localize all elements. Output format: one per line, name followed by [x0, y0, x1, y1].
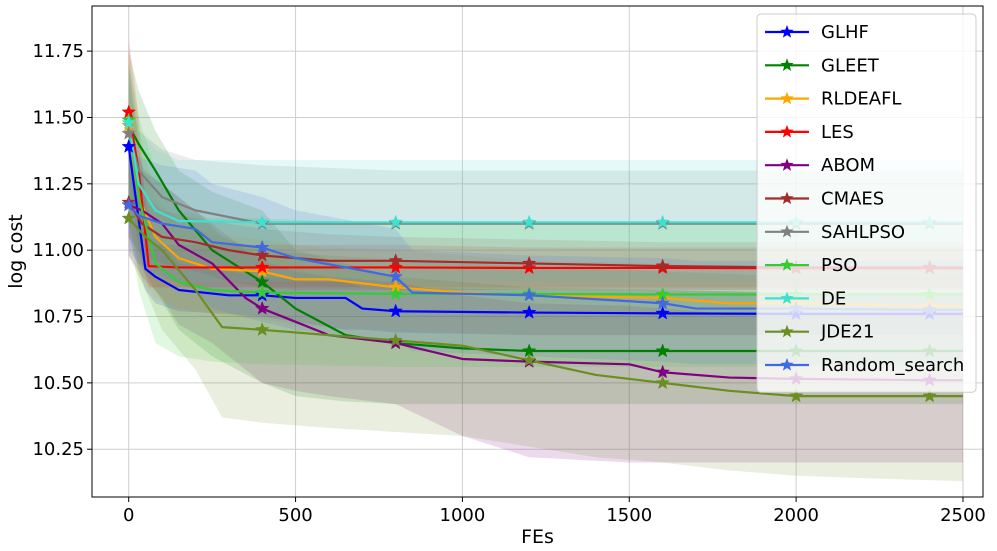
data-point [254, 300, 270, 315]
legend-star-marker [780, 258, 794, 271]
legend-label: CMAES [821, 189, 884, 210]
legend-label: GLHF [821, 22, 869, 43]
y-tick-label: 11.25 [32, 174, 84, 195]
data-point [521, 352, 537, 367]
series-line-abom [128, 204, 963, 382]
x-tick-label: 0 [123, 505, 134, 526]
data-point [521, 304, 537, 319]
band-abom [128, 157, 963, 463]
legend-label: JDE21 [820, 322, 874, 343]
legend-star-marker [780, 358, 794, 371]
band-pso [128, 64, 963, 367]
band-rldeafl [128, 51, 963, 336]
legend-star-marker [780, 58, 794, 71]
x-tick-label: 1500 [606, 505, 652, 526]
x-axis-ticks: 0 500 1000 1500 2000 2500 [123, 497, 986, 526]
data-point [254, 263, 270, 278]
x-tick-label: 2500 [940, 505, 986, 526]
data-point [521, 255, 537, 270]
data-point [121, 125, 137, 140]
legend-label: RLDEAFL [821, 89, 901, 110]
data-point [655, 375, 670, 390]
band-sahlpso [128, 85, 963, 290]
data-point [655, 214, 670, 229]
legend-label: GLEET [821, 55, 880, 76]
data-point [788, 388, 804, 403]
y-tick-label: 10.75 [32, 307, 84, 328]
series-line-gleet [127, 124, 963, 353]
y-tick-label: 10.25 [32, 439, 84, 460]
data-point [121, 138, 137, 153]
data-point [922, 388, 937, 403]
data-point [388, 253, 404, 268]
legend-label: SAHLPSO [821, 222, 905, 243]
legend-star-marker [780, 291, 794, 305]
plot-frame [91, 5, 984, 498]
data-point [388, 303, 404, 318]
legend-star-marker [780, 25, 794, 38]
data-point [254, 214, 270, 229]
data-point [388, 286, 404, 301]
legend-label: Random_search [821, 355, 964, 376]
band-de [128, 64, 963, 283]
legend-star-marker [780, 124, 794, 138]
legend-star-marker [780, 224, 794, 238]
x-axis-label: FEs [521, 526, 554, 548]
x-tick-label: 2000 [773, 505, 819, 526]
data-point [521, 287, 537, 302]
data-point [388, 268, 404, 283]
data-point [388, 214, 404, 229]
data-point [121, 197, 137, 212]
data-point [254, 284, 270, 299]
band-gleet [128, 51, 963, 405]
data-point [521, 260, 537, 275]
legend-box [756, 13, 977, 393]
data-point [254, 259, 270, 274]
data-point [254, 322, 270, 337]
data-point [655, 258, 670, 273]
data-point [655, 305, 670, 320]
legend-label: PSO [821, 255, 857, 276]
x-tick-label: 500 [278, 505, 312, 526]
legend-star-marker [780, 191, 794, 205]
y-tick-label: 11.00 [32, 240, 84, 261]
y-tick-label: 11.75 [32, 41, 84, 62]
legend: GLHF GLEET RLDEAFL LES ABOM CMAES SAHLPSO PSO DE… [756, 13, 977, 393]
legend-label: LES [821, 122, 854, 143]
legend-label: ABOM [821, 155, 875, 176]
y-axis-ticks: 10.25 10.50 10.75 11.00 11.25 11.50 11.75 [32, 41, 92, 460]
data-point [388, 332, 404, 347]
data-point [521, 214, 537, 229]
legend-star-marker [780, 324, 794, 338]
data-point [121, 210, 137, 225]
data-point [254, 239, 270, 254]
data-point [655, 295, 670, 310]
legend-star-marker [780, 158, 794, 171]
data-point [655, 343, 670, 358]
y-tick-label: 10.50 [32, 373, 84, 394]
legend-label: DE [821, 288, 846, 309]
x-tick-label: 1000 [440, 505, 486, 526]
data-point [254, 247, 270, 262]
legend-star-marker [780, 91, 794, 105]
y-axis-label: log cost [5, 214, 27, 288]
y-tick-label: 11.50 [32, 107, 84, 128]
data-point [121, 115, 137, 130]
series-line-glhf [127, 146, 963, 315]
